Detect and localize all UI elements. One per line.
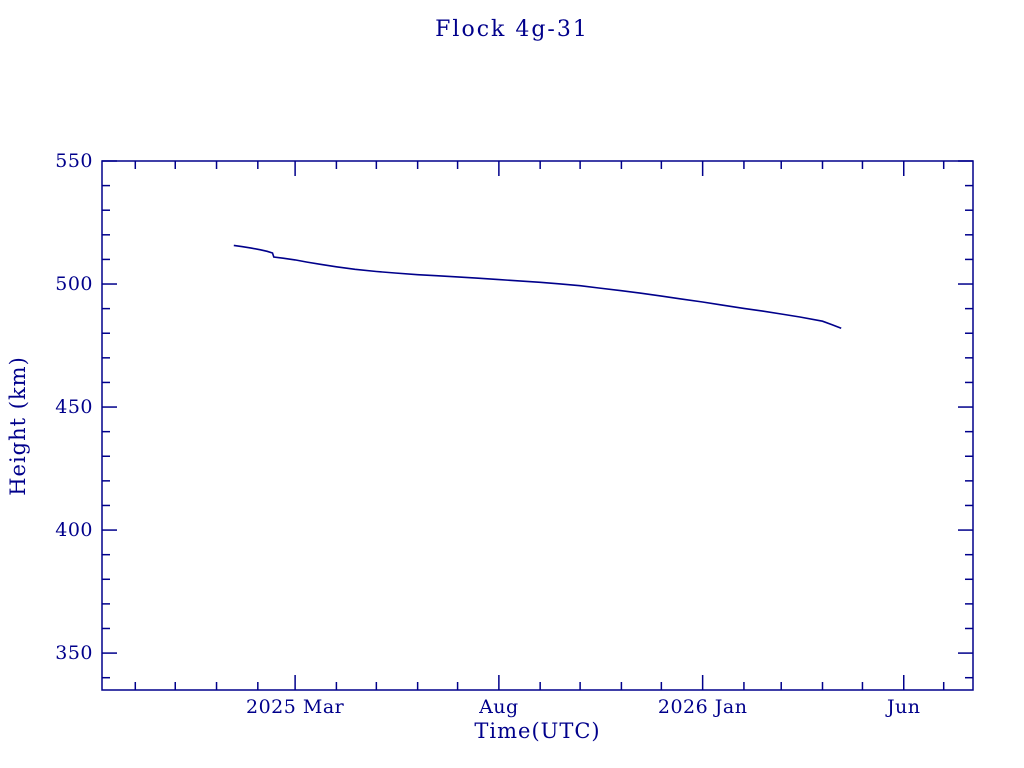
y-tick-label-400: 400 — [55, 519, 93, 542]
x-tick-label-jun: Jun — [886, 696, 921, 718]
y-tick-label-550: 550 — [55, 150, 93, 172]
y-tick-label-450: 450 — [55, 396, 93, 419]
y-axis-title: Height (km) — [6, 355, 30, 496]
x-tick-label-2025-mar: 2025 Mar — [245, 696, 345, 718]
data-line — [233, 244, 842, 330]
chart-title: Flock 4g-31 — [435, 17, 589, 42]
y-tick-label-500: 500 — [55, 273, 93, 296]
y-tick-label-350: 350 — [55, 642, 93, 665]
x-tick-label-2026-jan: 2026 Jan — [657, 696, 748, 718]
x-tick-label-aug: Aug — [479, 696, 519, 718]
plot-frame — [101, 160, 974, 691]
x-axis-title: Time(UTC) — [474, 719, 601, 743]
